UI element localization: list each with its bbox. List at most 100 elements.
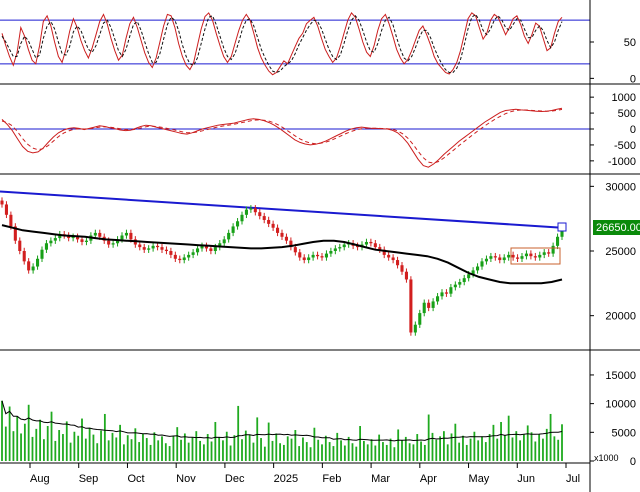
candle-body bbox=[178, 258, 182, 261]
macd-tick-label: 0 bbox=[630, 124, 636, 136]
candle-body bbox=[22, 251, 26, 262]
candle-body bbox=[267, 219, 271, 224]
candle-body bbox=[253, 208, 257, 213]
x-tick-label: Mar bbox=[371, 473, 390, 485]
volume-bar bbox=[187, 442, 190, 461]
volume-bar bbox=[389, 438, 392, 461]
volume-bar bbox=[92, 434, 95, 461]
macd-y-axis: 1000 500 0 -500 -1000 bbox=[590, 92, 636, 168]
macd-panel: 1000 500 0 -500 -1000 bbox=[0, 92, 640, 175]
volume-bar bbox=[385, 444, 388, 461]
candle-body bbox=[413, 324, 417, 333]
candle-body bbox=[31, 266, 35, 271]
candle-body bbox=[542, 252, 546, 255]
volume-bar bbox=[8, 406, 11, 461]
candle-body bbox=[533, 256, 537, 258]
volume-bar bbox=[195, 431, 198, 461]
volume-bar bbox=[58, 430, 61, 461]
candle-body bbox=[124, 232, 128, 236]
candle-body bbox=[418, 313, 422, 325]
volume-bar bbox=[374, 445, 377, 461]
volume-bar bbox=[214, 421, 217, 461]
candle-body bbox=[13, 226, 17, 241]
candle-body bbox=[409, 279, 413, 333]
volume-bar bbox=[203, 444, 205, 461]
candle-body bbox=[524, 253, 528, 257]
x-tick-label: Sep bbox=[79, 473, 99, 485]
volume-bar bbox=[31, 436, 34, 461]
candle-body bbox=[298, 252, 302, 258]
volume-bar bbox=[542, 438, 544, 461]
candle-body bbox=[249, 208, 253, 210]
volume-bar bbox=[305, 442, 308, 461]
candle-body bbox=[44, 243, 48, 250]
candle-body bbox=[213, 247, 217, 252]
volume-bar bbox=[161, 436, 163, 461]
candle-body bbox=[0, 200, 4, 205]
candle-body bbox=[129, 232, 133, 240]
volume-bar bbox=[164, 443, 167, 461]
candle-body bbox=[191, 252, 195, 255]
volume-bar bbox=[427, 414, 430, 461]
volume-bar bbox=[39, 419, 41, 461]
volume-tick-label: 15000 bbox=[605, 370, 636, 382]
volume-bar bbox=[557, 439, 560, 461]
candle-body bbox=[498, 257, 502, 261]
volume-bar bbox=[206, 434, 209, 461]
candle-body bbox=[187, 254, 191, 258]
volume-bar bbox=[397, 429, 400, 461]
volume-bar bbox=[81, 418, 83, 461]
volume-bar bbox=[168, 446, 171, 461]
volume-bar bbox=[126, 435, 129, 461]
volume-bar bbox=[443, 431, 445, 461]
candle-body bbox=[302, 257, 306, 261]
candle-body bbox=[444, 292, 448, 294]
volume-bar bbox=[496, 438, 499, 461]
candle-body bbox=[18, 240, 22, 252]
candle-body bbox=[320, 256, 324, 258]
price-tick-label: 30000 bbox=[605, 181, 636, 193]
stochastic-y-axis: 50 0 bbox=[590, 37, 636, 85]
stochastic-lines bbox=[1, 12, 563, 76]
stochastic-d-line bbox=[1, 13, 563, 74]
candle-body bbox=[244, 209, 248, 215]
macd-tick-label: 1000 bbox=[612, 92, 636, 104]
breakout-marker bbox=[557, 222, 567, 232]
volume-bar bbox=[149, 444, 152, 461]
candle-body bbox=[80, 239, 84, 242]
volume-bar bbox=[382, 442, 384, 461]
volume-bar bbox=[408, 443, 411, 461]
volume-unit-label: x1000 bbox=[594, 453, 619, 463]
candle-body bbox=[356, 245, 360, 248]
volume-bar bbox=[43, 439, 45, 461]
candle-body bbox=[218, 243, 222, 248]
volume-bar bbox=[176, 427, 179, 461]
volume-bar bbox=[545, 428, 548, 461]
volume-bar bbox=[252, 442, 255, 461]
volume-bar bbox=[423, 444, 426, 461]
candle-body bbox=[520, 256, 524, 259]
volume-bar bbox=[420, 441, 422, 461]
candle-body bbox=[262, 216, 266, 220]
candle-body bbox=[276, 227, 280, 233]
stochastic-reference-lines bbox=[0, 19, 590, 65]
x-tick-label: Feb bbox=[322, 473, 341, 485]
volume-bar bbox=[404, 436, 407, 461]
volume-bar bbox=[191, 437, 194, 461]
volume-bar bbox=[107, 440, 110, 461]
candle-body bbox=[440, 292, 444, 297]
volume-bar bbox=[248, 434, 251, 461]
candle-body bbox=[49, 240, 53, 244]
candle-body bbox=[404, 271, 408, 280]
volume-bar bbox=[317, 439, 320, 461]
stochastic-panel: 50 0 bbox=[0, 12, 640, 85]
volume-bar bbox=[469, 438, 472, 461]
stochastic-k-line bbox=[1, 12, 563, 76]
candle-body bbox=[204, 245, 208, 249]
volume-panel: 15000 10000 5000 0 x1000 bbox=[1, 370, 636, 468]
volume-bar bbox=[1, 400, 3, 461]
volume-bar bbox=[20, 433, 22, 461]
volume-bar bbox=[123, 444, 125, 461]
resistance-trend-line bbox=[0, 190, 563, 229]
volume-bar bbox=[130, 439, 133, 461]
